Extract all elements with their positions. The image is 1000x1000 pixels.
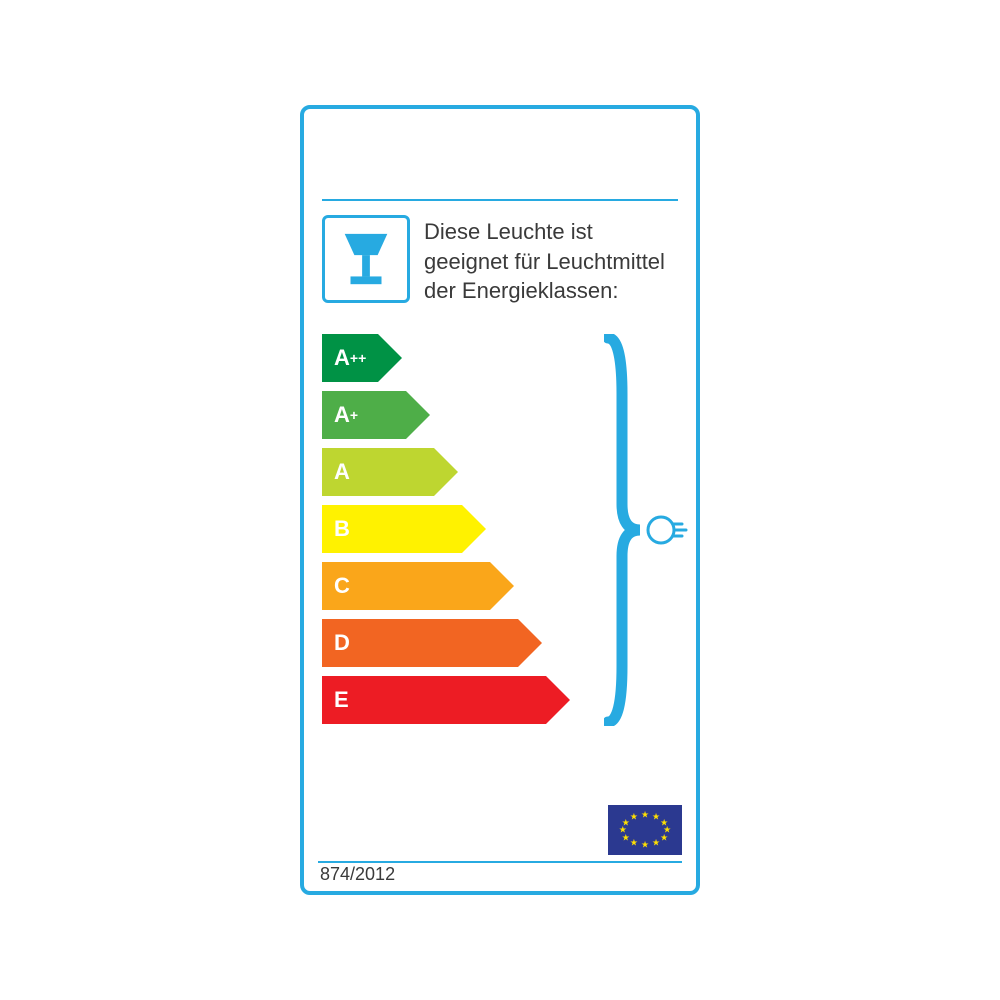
energy-bar-A++: A++: [322, 334, 378, 382]
energy-bar-B: B: [322, 505, 462, 553]
energy-bar-C: C: [322, 562, 490, 610]
brand-area: [304, 109, 696, 199]
eu-flag: ★★★★★★★★★★★★: [608, 805, 682, 855]
energy-bar-A+: A+: [322, 391, 406, 439]
bulb-icon: [644, 512, 690, 548]
info-row: Diese Leuchte ist geeignet für Leuchtmit…: [304, 201, 696, 316]
energy-bar-D: D: [322, 619, 518, 667]
energy-label-card: Diese Leuchte ist geeignet für Leuchtmit…: [300, 105, 700, 895]
lamp-icon: [322, 215, 410, 303]
energy-bar-A: A: [322, 448, 434, 496]
label-footer: ★★★★★★★★★★★★ 874/2012: [304, 823, 696, 891]
info-text: Diese Leuchte ist geeignet für Leuchtmit…: [424, 215, 678, 306]
range-brace: [604, 334, 644, 726]
energy-class-chart: A++ A+ ABCDE: [304, 316, 696, 746]
energy-bar-E: E: [322, 676, 546, 724]
regulation-number: 874/2012: [320, 864, 395, 885]
footer-divider: [318, 861, 682, 863]
